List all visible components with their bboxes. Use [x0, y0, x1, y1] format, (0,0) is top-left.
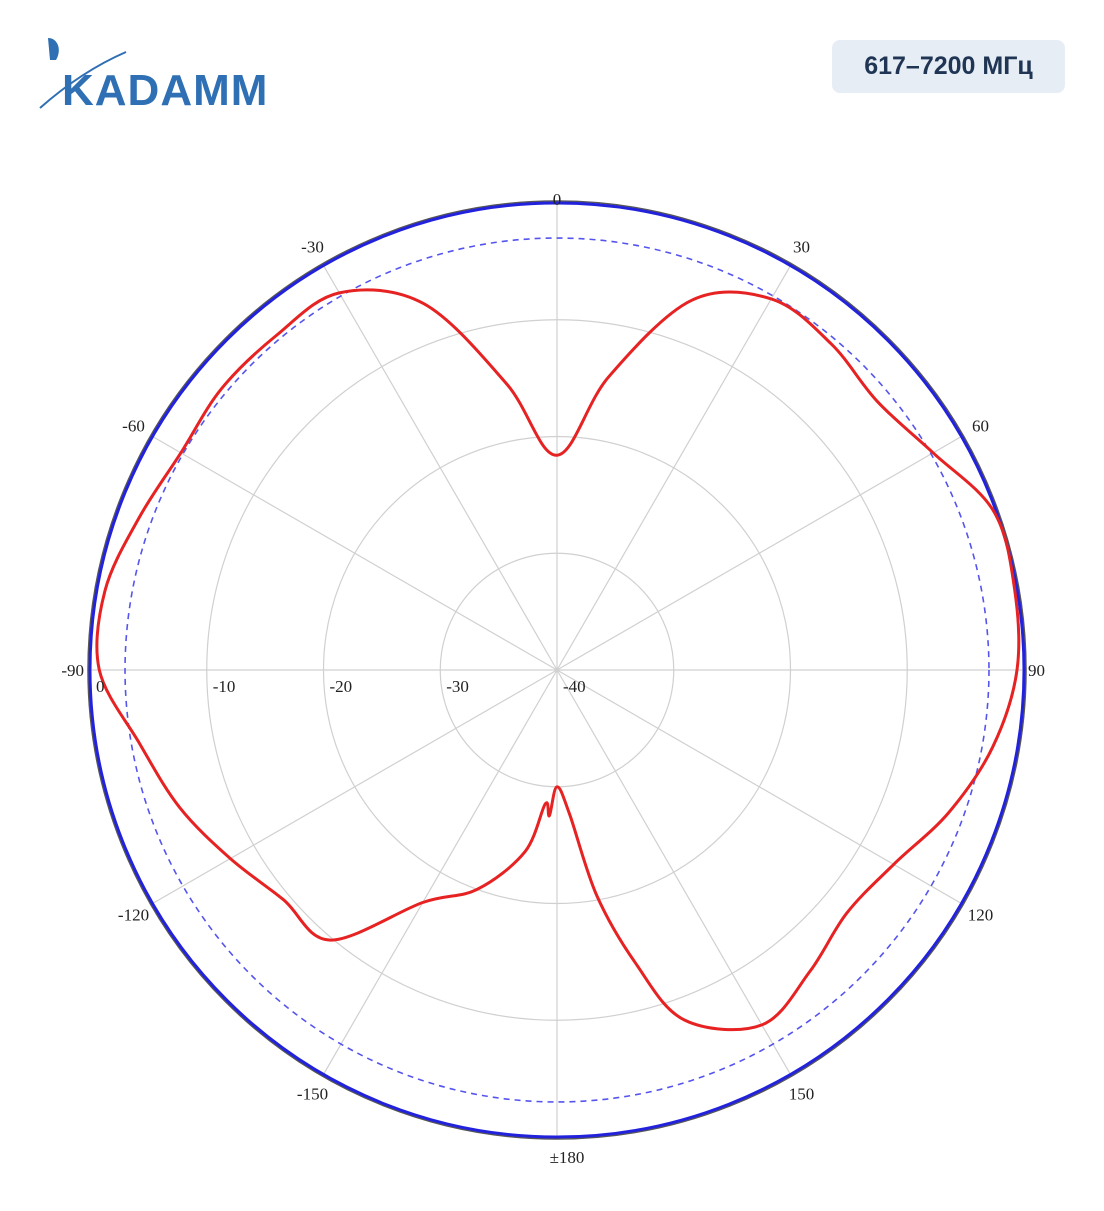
- angle-tick-label: ±180: [550, 1148, 585, 1167]
- radial-tick-label: -10: [213, 677, 236, 696]
- angle-tick-label: -30: [301, 238, 324, 257]
- angle-tick-label: -90: [61, 661, 84, 680]
- angle-tick-label: 120: [968, 906, 994, 925]
- logo-graphic: KADAMM: [39, 38, 268, 115]
- angle-tick-label: -150: [297, 1084, 328, 1103]
- angular-gridline: [556, 669, 792, 1075]
- radial-tick-label: -30: [446, 677, 469, 696]
- angular-gridline: [322, 265, 558, 671]
- radial-tick-label: -40: [563, 677, 586, 696]
- logo-emblem: [48, 38, 59, 60]
- chart-labels: 0 30 60 90 120 150 ±180 -150 -120 -90 -60 -30 0 -10 -2…: [61, 190, 1045, 1167]
- angular-gridline: [152, 669, 558, 905]
- logo-text: KADAMM: [62, 66, 268, 115]
- angular-gridline: [556, 669, 962, 905]
- chart-series: [88, 201, 1026, 1139]
- series-0-trace: [88, 201, 1026, 1139]
- angle-tick-label: 150: [789, 1084, 815, 1103]
- outer-frame-circle: [87, 200, 1027, 1140]
- radial-tick-label: -20: [330, 677, 353, 696]
- series-2-trace: [95, 288, 1021, 1032]
- angle-tick-label: -60: [122, 417, 145, 436]
- frequency-badge: 617–7200 МГц: [832, 40, 1065, 93]
- angle-tick-label: -120: [118, 906, 149, 925]
- series-1-trace: [124, 237, 990, 1103]
- angle-tick-label: 60: [972, 417, 989, 436]
- angle-tick-label: 30: [793, 238, 810, 257]
- angular-gridline: [322, 669, 558, 1075]
- chart-grid: [87, 200, 1027, 1140]
- angular-gridline: [152, 435, 558, 671]
- brand-logo: KADAMM: [36, 30, 296, 120]
- radial-tick-label: 0: [96, 677, 105, 696]
- angular-gridline: [556, 265, 792, 671]
- angle-tick-label: 0: [553, 190, 562, 209]
- angular-gridline: [556, 435, 962, 671]
- angle-tick-label: 90: [1028, 661, 1045, 680]
- logo-swoosh: [39, 51, 127, 109]
